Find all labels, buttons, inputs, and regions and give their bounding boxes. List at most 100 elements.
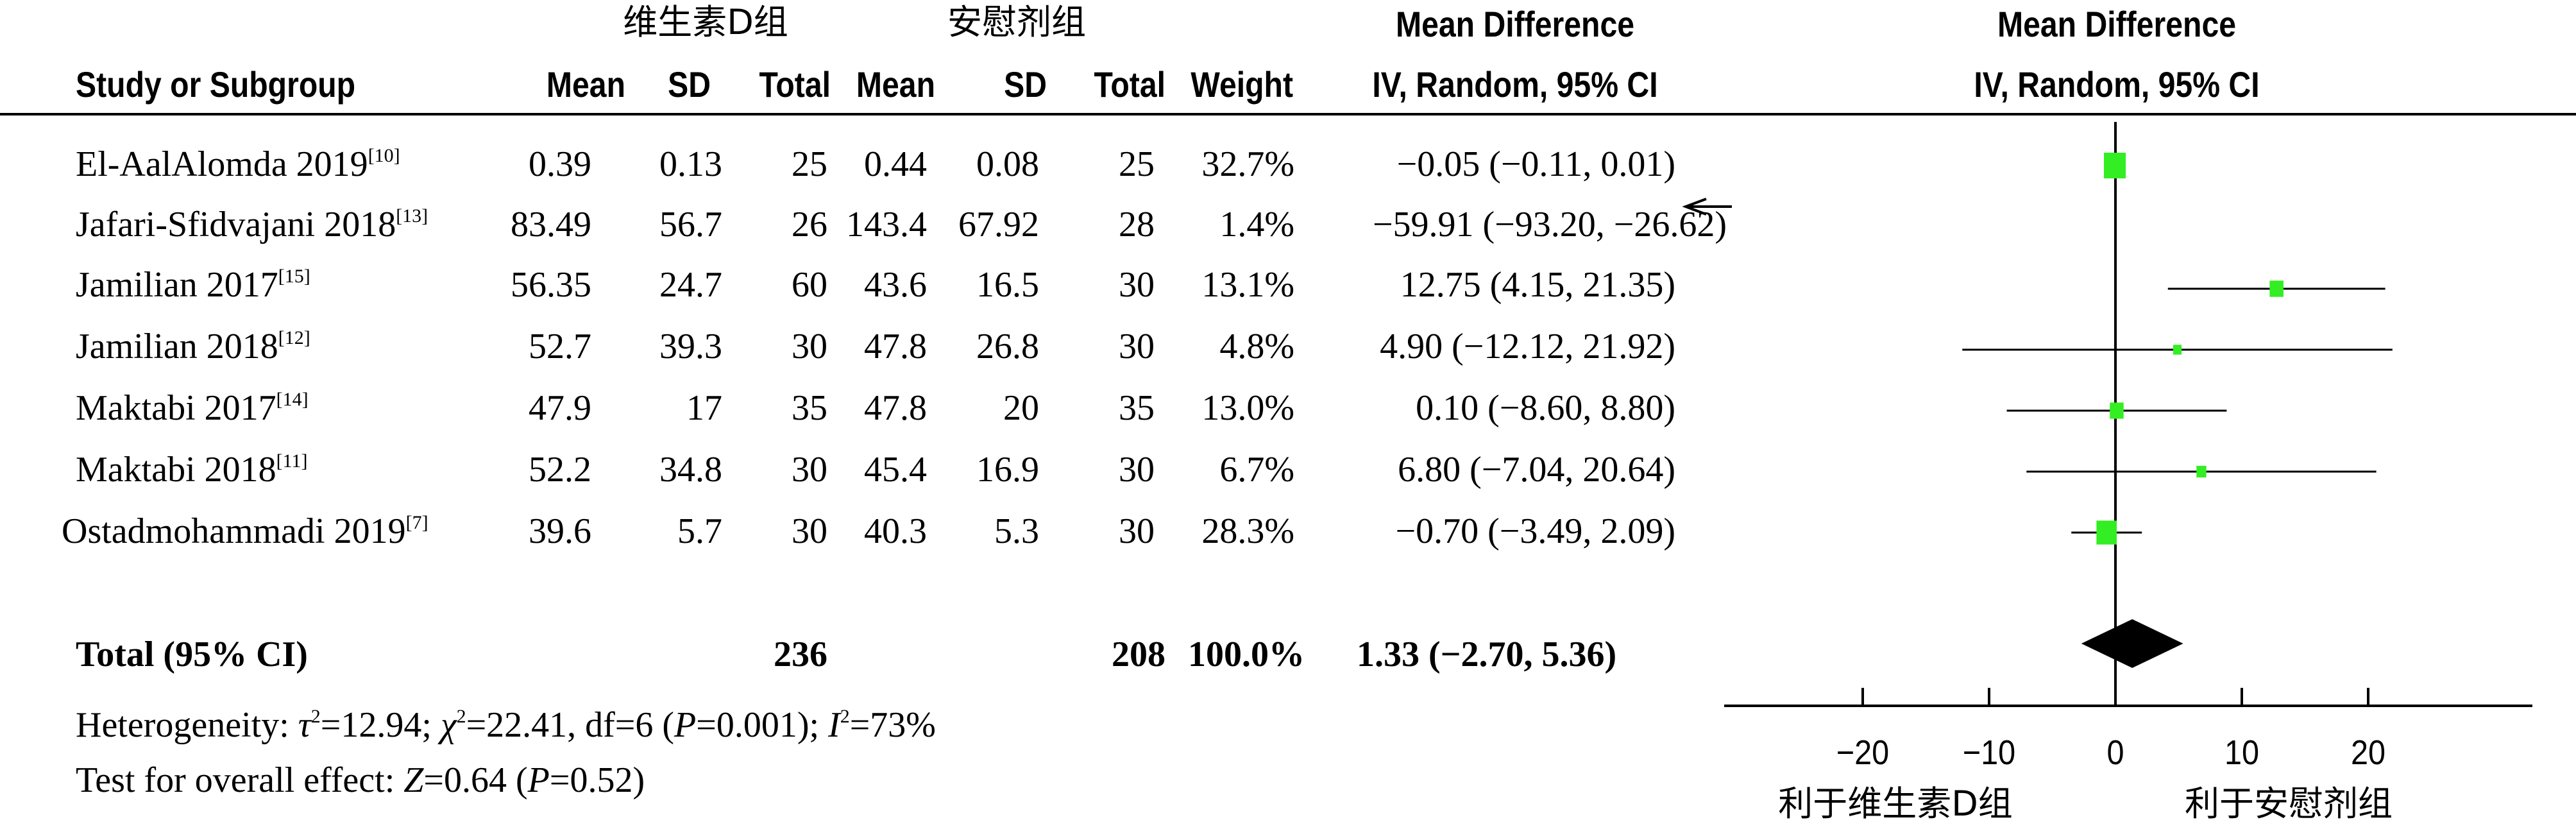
study-total1: 30	[792, 327, 827, 366]
study-mean2: 47.8	[864, 388, 927, 428]
study-mean2: 47.8	[864, 327, 927, 366]
study-mean2: 43.6	[864, 265, 927, 305]
study-point-marker	[2196, 465, 2207, 478]
study-sd1: 39.3	[659, 327, 722, 366]
study-reference: [15]	[278, 266, 310, 287]
plot-header-method: IV, Random, 95% CI	[1974, 64, 2260, 105]
study-sd1: 34.8	[659, 450, 722, 490]
study-ci: −0.70 (−3.49, 2.09)	[1395, 511, 1675, 551]
study-weight: 13.1%	[1201, 265, 1294, 305]
study-total1: 25	[792, 144, 827, 184]
study-name: Jamilian 2017[15]	[76, 267, 310, 303]
study-sd2: 5.3	[994, 511, 1039, 551]
study-name: Jamilian 2018[12]	[76, 327, 310, 366]
study-mean1: 83.49	[511, 205, 591, 244]
md-header-title: Mean Difference	[1395, 4, 1635, 44]
study-mean1: 52.7	[529, 327, 591, 366]
study-point-marker	[2104, 152, 2126, 179]
study-point-marker	[2110, 402, 2124, 419]
study-sd1: 24.7	[659, 265, 722, 305]
study-name: El-AalAlomda 2019[10]	[76, 144, 400, 184]
x-tick-label: 20	[2350, 733, 2386, 772]
study-ci: −59.91 (−93.20, −26.62)	[1372, 205, 1727, 244]
study-mean2: 143.4	[846, 205, 927, 244]
study-name-text: Jamilian 2018	[76, 327, 278, 366]
study-total2: 30	[1119, 327, 1155, 366]
study-name-text: Ostadmohammadi 2019	[62, 511, 406, 551]
study-mean1: 0.39	[529, 144, 591, 184]
study-ci: 12.75 (4.15, 21.35)	[1400, 265, 1675, 305]
study-reference: [10]	[368, 145, 400, 166]
overall-effect-text: Test for overall effect: Z=0.64 (P=0.52)	[76, 760, 645, 800]
mean1-header: Mean	[546, 64, 625, 105]
heterogeneity-text: Heterogeneity: τ2=12.94; χ2=22.41, df=6 …	[76, 705, 936, 745]
study-name: Maktabi 2017[14]	[76, 388, 309, 428]
md-header-method: IV, Random, 95% CI	[1372, 64, 1658, 105]
study-mean2: 45.4	[864, 450, 927, 490]
study-weight: 6.7%	[1219, 450, 1294, 490]
total2-header: Total	[1094, 64, 1165, 105]
study-ci: 4.90 (−12.12, 21.92)	[1380, 327, 1675, 366]
study-ci: 6.80 (−7.04, 20.64)	[1398, 450, 1675, 490]
study-reference: [14]	[276, 389, 309, 410]
favours-left-label: 利于维生素D组	[1778, 783, 2013, 824]
total-weight: 100.0%	[1188, 635, 1305, 674]
x-tick-label: −10	[1962, 733, 2016, 772]
study-sd1: 5.7	[677, 511, 722, 551]
weight-header: Weight	[1191, 64, 1293, 105]
study-total1: 30	[792, 511, 827, 551]
study-point-marker	[2269, 280, 2284, 297]
study-sd1: 56.7	[659, 205, 722, 244]
study-reference: [12]	[278, 327, 310, 348]
study-total1: 35	[792, 388, 827, 428]
study-weight: 4.8%	[1219, 327, 1294, 366]
study-mean2: 40.3	[864, 511, 927, 551]
x-tick-label: 10	[2224, 733, 2260, 772]
plot-header-title: Mean Difference	[1997, 4, 2237, 44]
x-tick-label: −20	[1836, 733, 1890, 772]
overall-effect-diamond	[2081, 619, 2183, 668]
study-weight: 13.0%	[1201, 388, 1294, 428]
study-total1: 60	[792, 265, 827, 305]
study-reference: [13]	[396, 205, 428, 226]
left-arrow-icon	[1682, 198, 1732, 216]
study-name-text: Maktabi 2017	[76, 388, 276, 428]
study-name-text: Maktabi 2018	[76, 450, 276, 490]
mean2-header: Mean	[856, 64, 935, 105]
study-total2: 25	[1119, 144, 1155, 184]
favours-right-label: 利于安慰剂组	[2185, 783, 2393, 824]
sd2-header: SD	[1004, 64, 1047, 105]
total2-value: 208	[1112, 635, 1165, 674]
study-total1: 26	[792, 205, 827, 244]
study-point-marker	[2096, 520, 2117, 545]
study-sd2: 26.8	[976, 327, 1039, 366]
study-total2: 30	[1119, 450, 1155, 490]
group2-header: 安慰剂组	[947, 2, 1086, 42]
study-name: Jafari-Sfidvajani 2018[13]	[76, 207, 428, 243]
study-total2: 30	[1119, 265, 1155, 305]
study-total2: 35	[1119, 388, 1155, 428]
total1-value: 236	[774, 635, 827, 674]
study-total2: 28	[1119, 205, 1155, 244]
study-sd2: 0.08	[976, 144, 1039, 184]
study-ci: −0.05 (−0.11, 0.01)	[1396, 144, 1675, 184]
sd1-header: SD	[668, 64, 711, 105]
study-weight: 32.7%	[1201, 144, 1294, 184]
study-name-text: Jafari-Sfidvajani 2018	[76, 205, 396, 244]
study-sd1: 17	[686, 388, 722, 428]
group1-header: 维生素D组	[623, 2, 788, 42]
study-name-text: El-AalAlomda 2019	[76, 144, 368, 184]
study-column-header: Study or Subgroup	[76, 64, 356, 105]
total-label: Total (95% CI)	[76, 635, 308, 674]
study-ci: 0.10 (−8.60, 8.80)	[1416, 388, 1675, 428]
study-mean1: 39.6	[529, 511, 591, 551]
x-tick-label: 0	[2106, 733, 2124, 772]
study-sd2: 20	[1003, 388, 1039, 428]
study-weight: 28.3%	[1201, 511, 1294, 551]
study-sd2: 67.92	[958, 205, 1039, 244]
study-sd2: 16.5	[976, 265, 1039, 305]
study-weight: 1.4%	[1219, 205, 1294, 244]
total-ci: 1.33 (−2.70, 5.36)	[1357, 635, 1617, 674]
